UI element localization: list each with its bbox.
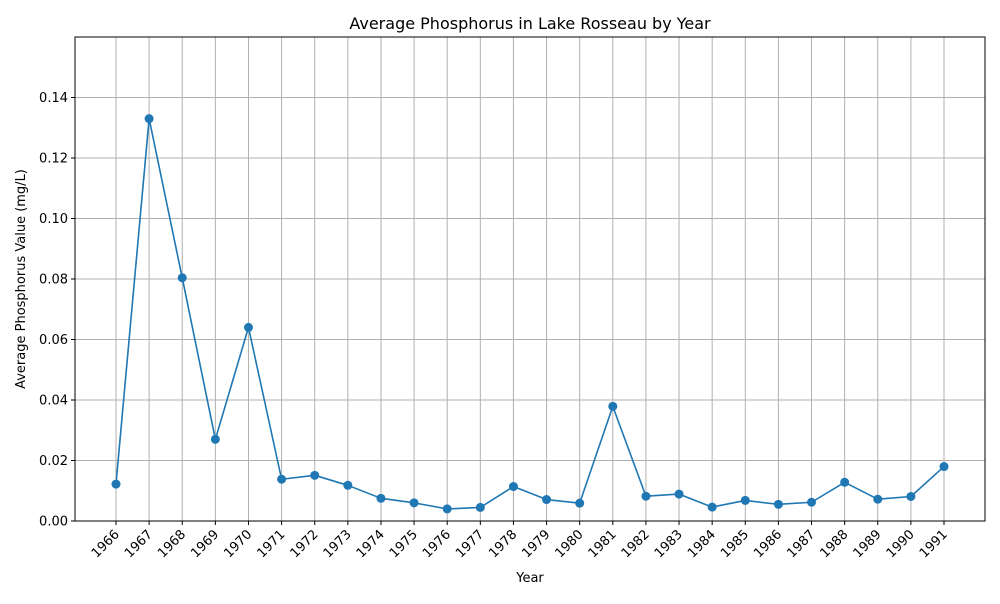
y-tick-label: 0.10 [39, 212, 68, 227]
y-tick-label: 0.08 [39, 273, 68, 288]
data-point [376, 493, 386, 503]
series-line [115, 117, 945, 510]
y-tick-label: 0.04 [39, 394, 68, 409]
data-point [840, 477, 850, 487]
data-point [939, 462, 949, 472]
series-line-layer [115, 117, 945, 510]
data-point [277, 474, 287, 484]
y-tick-label: 0.00 [39, 515, 68, 530]
x-axis-label: Year [515, 571, 544, 586]
data-point [773, 499, 783, 509]
data-point [409, 498, 419, 508]
data-point [210, 434, 220, 444]
y-tick-label: 0.02 [39, 454, 68, 469]
chart-title: Average Phosphorus in Lake Rosseau by Ye… [349, 14, 711, 33]
data-point [177, 273, 187, 283]
data-point [608, 401, 618, 411]
data-point [641, 491, 651, 501]
data-point [442, 504, 452, 514]
data-point [575, 498, 585, 508]
data-point [343, 480, 353, 490]
y-tick-label: 0.14 [39, 91, 68, 106]
data-point [542, 495, 552, 505]
data-point [310, 470, 320, 480]
data-point [144, 114, 154, 124]
data-points [111, 114, 949, 514]
data-point [906, 491, 916, 501]
data-point [674, 489, 684, 499]
y-tick-label: 0.06 [39, 333, 68, 348]
grid [75, 37, 985, 522]
y-axis-ticks: 0.00 0.02 0.04 0.06 0.08 0.10 0.12 0.14 [39, 91, 75, 530]
y-tick-label: 0.12 [39, 152, 68, 167]
data-point [508, 482, 518, 492]
data-point [873, 494, 883, 504]
data-point [243, 322, 253, 332]
data-point [475, 502, 485, 512]
data-point [740, 495, 750, 505]
data-point [807, 497, 817, 507]
data-point [111, 479, 121, 489]
y-axis-label: Average Phosphorus Value (mg/L) [14, 169, 29, 389]
data-point [707, 502, 717, 512]
